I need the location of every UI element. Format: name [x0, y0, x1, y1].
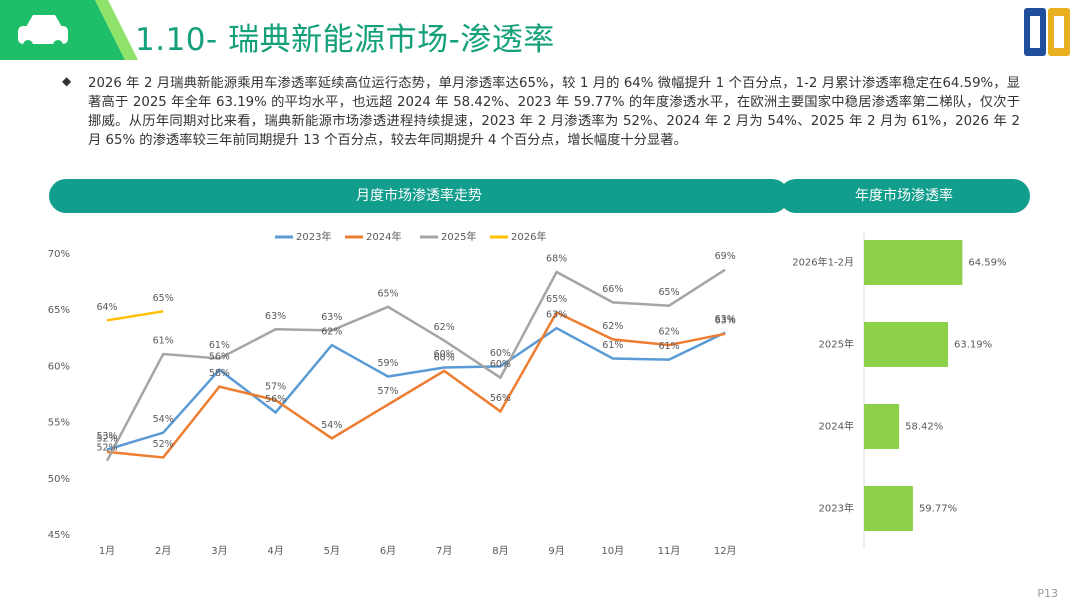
section-pill — [779, 179, 1030, 213]
data-label: 63% — [715, 314, 736, 325]
y-tick-label: 50% — [48, 474, 70, 485]
series-line — [106, 310, 726, 459]
data-label: 65% — [377, 288, 398, 299]
page-number: P13 — [1037, 587, 1058, 600]
data-label: 61% — [153, 336, 174, 347]
x-tick-label: 6月 — [380, 545, 396, 557]
data-label: 63.19% — [954, 340, 992, 351]
data-label: 60% — [434, 349, 455, 360]
x-tick-label: 12月 — [714, 545, 737, 557]
data-label: 60% — [490, 348, 511, 359]
series-line — [106, 310, 164, 322]
y-tick-label: 55% — [48, 418, 70, 429]
data-label: 63% — [546, 310, 567, 321]
bullet: ◆ — [62, 74, 72, 88]
data-label: 52% — [96, 433, 117, 444]
data-label: 52% — [96, 442, 117, 453]
data-label: 57% — [377, 386, 398, 397]
x-tick-label: 10月 — [601, 545, 624, 557]
data-label: 66% — [602, 284, 623, 295]
data-label: 56% — [265, 394, 286, 405]
x-tick-label: 8月 — [492, 545, 508, 557]
series-line — [105, 268, 726, 462]
section-pill — [49, 179, 789, 213]
data-label: 61% — [209, 340, 230, 351]
series-line — [106, 326, 726, 451]
title-stripe — [95, 0, 138, 60]
y-tick-label: 60% — [48, 361, 70, 372]
x-tick-label: 3月 — [211, 545, 227, 557]
legend-label: 2026年 — [511, 230, 546, 243]
data-label: 63% — [321, 312, 342, 323]
data-label: 60% — [434, 352, 455, 363]
y-tick-label: 45% — [48, 530, 70, 541]
data-label: 62% — [321, 327, 342, 338]
logo — [1024, 8, 1070, 56]
data-label: 54% — [153, 414, 174, 425]
data-label: 58% — [209, 368, 230, 379]
x-tick-label: 4月 — [267, 545, 283, 557]
category-label: 2026年1-2月 — [792, 256, 854, 269]
data-label: 53% — [96, 431, 117, 442]
bar — [864, 240, 963, 285]
x-tick-label: 7月 — [436, 545, 452, 557]
x-tick-label: 1月 — [99, 545, 115, 557]
x-tick-label: 2月 — [155, 545, 171, 557]
x-tick-label: 9月 — [548, 545, 564, 557]
data-label: 62% — [434, 322, 455, 333]
section-title: 年度市场渗透率 — [855, 187, 953, 204]
data-label: 54% — [321, 420, 342, 431]
data-label: 69% — [715, 251, 736, 262]
data-label: 65% — [153, 293, 174, 304]
category-label: 2023年 — [819, 502, 854, 515]
data-label: 57% — [265, 382, 286, 393]
data-label: 64% — [96, 302, 117, 313]
bar — [864, 322, 949, 367]
data-label: 56% — [209, 351, 230, 362]
x-tick-label: 5月 — [324, 545, 340, 557]
data-label: 61% — [658, 341, 679, 352]
y-tick-label: 65% — [48, 305, 70, 316]
bar — [864, 404, 900, 449]
data-label: 58.42% — [905, 422, 943, 433]
data-label: 65% — [658, 287, 679, 298]
data-label: 52% — [153, 439, 174, 450]
category-label: 2024年 — [819, 420, 854, 433]
car-icon — [18, 15, 68, 50]
y-tick-label: 70% — [48, 249, 70, 260]
data-label: 63% — [715, 315, 736, 326]
data-label: 68% — [546, 253, 567, 264]
data-label: 56% — [490, 393, 511, 404]
data-label: 59% — [377, 358, 398, 369]
data-label: 63% — [265, 311, 286, 322]
bar — [864, 486, 913, 531]
data-label: 62% — [658, 327, 679, 338]
x-tick-label: 11月 — [658, 545, 681, 557]
data-label: 59.77% — [919, 504, 957, 515]
section-title: 月度市场渗透率走势 — [356, 187, 482, 204]
legend-label: 2025年 — [441, 230, 476, 243]
legend-label: 2023年 — [296, 230, 331, 243]
data-label: 61% — [602, 340, 623, 351]
data-label: 64.59% — [968, 258, 1006, 269]
legend-label: 2024年 — [366, 230, 401, 243]
category-label: 2025年 — [819, 338, 854, 351]
page-title: 1.10- 瑞典新能源市场-渗透率 — [135, 22, 555, 58]
data-label: 65% — [546, 294, 567, 305]
paragraph: 2026 年 2 月瑞典新能源乘用车渗透率延续高位运行态势，单月渗透率达65%，… — [88, 76, 1020, 148]
data-label: 62% — [602, 321, 623, 332]
data-label: 60% — [490, 359, 511, 370]
